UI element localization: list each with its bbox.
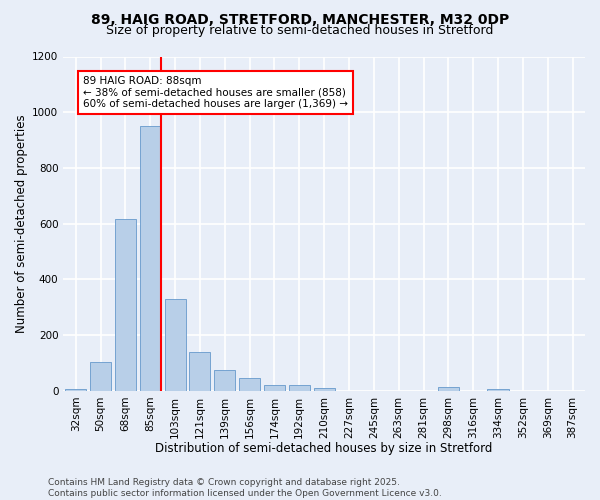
Bar <box>140 126 161 391</box>
Bar <box>65 388 86 391</box>
Bar <box>438 387 459 391</box>
Bar <box>314 388 335 391</box>
Bar <box>190 352 211 391</box>
Bar <box>90 362 111 391</box>
Bar <box>487 388 509 391</box>
Bar <box>239 378 260 391</box>
Text: Size of property relative to semi-detached houses in Stretford: Size of property relative to semi-detach… <box>106 24 494 37</box>
Text: Contains HM Land Registry data © Crown copyright and database right 2025.
Contai: Contains HM Land Registry data © Crown c… <box>48 478 442 498</box>
Bar <box>264 384 285 391</box>
Bar <box>164 299 185 391</box>
Bar <box>289 384 310 391</box>
Bar <box>115 220 136 391</box>
Bar <box>214 370 235 391</box>
X-axis label: Distribution of semi-detached houses by size in Stretford: Distribution of semi-detached houses by … <box>155 442 493 455</box>
Text: 89 HAIG ROAD: 88sqm
← 38% of semi-detached houses are smaller (858)
60% of semi-: 89 HAIG ROAD: 88sqm ← 38% of semi-detach… <box>83 76 348 109</box>
Y-axis label: Number of semi-detached properties: Number of semi-detached properties <box>15 114 28 333</box>
Text: 89, HAIG ROAD, STRETFORD, MANCHESTER, M32 0DP: 89, HAIG ROAD, STRETFORD, MANCHESTER, M3… <box>91 12 509 26</box>
